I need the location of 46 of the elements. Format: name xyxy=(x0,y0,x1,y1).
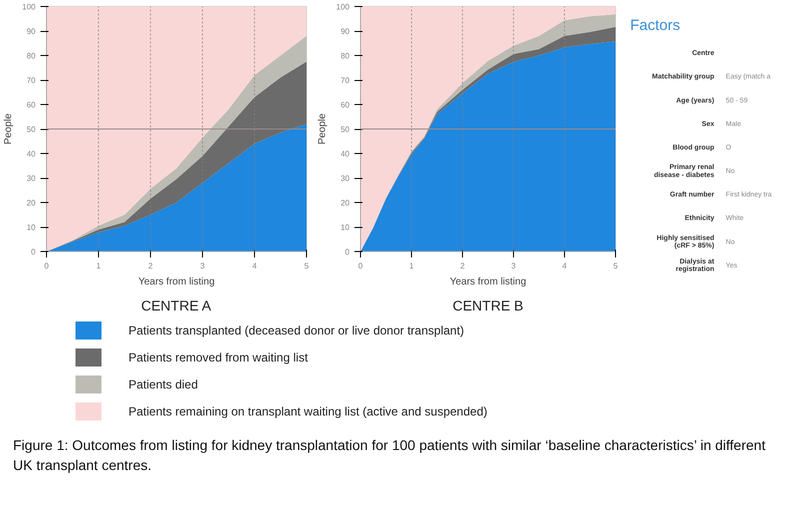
y-tick-label: 50 xyxy=(340,125,350,134)
legend-label: Patients removed from waiting list xyxy=(128,350,309,364)
y-tick-label: 60 xyxy=(340,100,350,110)
x-tick-label: 4 xyxy=(562,262,568,270)
y-tick-label: 10 xyxy=(26,223,36,232)
y-tick-label: 60 xyxy=(26,100,36,110)
x-tick-label: 3 xyxy=(200,262,206,270)
x-tick-label: 5 xyxy=(613,262,618,270)
y-tick-label: 70 xyxy=(26,76,36,85)
legend-label: Patients died xyxy=(128,378,198,392)
y-tick-label: 100 xyxy=(336,2,350,12)
text: CENTRE B xyxy=(452,298,524,314)
x-axis-title: Years from listing xyxy=(138,276,215,288)
caption: Figure 1: Outcomes from listing for kidney transplantation for 100 patients with similar ‘baseline characteristics’ in different UK transplant centres. xyxy=(13,436,766,475)
x-tick-label: 5 xyxy=(304,262,310,270)
text: CENTRE A xyxy=(141,298,212,314)
y-tick-label: 10 xyxy=(340,223,350,232)
x-tick-label: 2 xyxy=(460,262,466,270)
y-tick-label: 20 xyxy=(340,198,350,208)
y-axis-title: People xyxy=(317,112,328,145)
y-tick-label: 0 xyxy=(345,248,350,256)
text: Factors xyxy=(630,16,680,34)
x-tick-label: 2 xyxy=(148,262,154,270)
y-tick-label: 40 xyxy=(340,150,350,158)
y-tick-label: 50 xyxy=(26,125,36,134)
y-tick-label: 40 xyxy=(26,150,36,158)
x-tick-label: 1 xyxy=(96,262,102,270)
x-tick-label: 3 xyxy=(511,262,516,270)
x-tick-label: 1 xyxy=(409,262,414,270)
y-tick-label: 70 xyxy=(340,76,350,85)
x-tick-label: 0 xyxy=(44,262,50,270)
legend-label: Patients remaining on transplant waiting list (active and suspended) xyxy=(128,404,488,418)
y-tick-label: 80 xyxy=(26,52,36,60)
legend-label: Patients transplanted (deceased donor or live donor transplant) xyxy=(128,324,464,338)
y-tick-label: 90 xyxy=(340,27,350,36)
y-axis-title: People xyxy=(3,112,14,145)
y-tick-label: 100 xyxy=(22,2,36,12)
y-tick-label: 90 xyxy=(26,27,36,36)
y-tick-label: 0 xyxy=(31,248,36,256)
y-tick-label: 20 xyxy=(26,198,36,208)
x-axis-title: Years from listing xyxy=(450,276,526,288)
x-tick-label: 0 xyxy=(358,262,364,270)
y-tick-label: 80 xyxy=(340,52,350,60)
y-tick-label: 30 xyxy=(340,174,350,183)
y-tick-label: 30 xyxy=(26,174,36,183)
x-tick-label: 4 xyxy=(252,262,258,270)
